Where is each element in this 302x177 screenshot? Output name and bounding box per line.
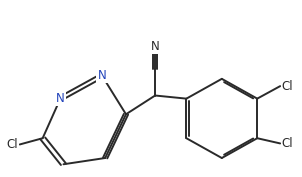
Text: N: N	[56, 92, 65, 105]
Text: N: N	[151, 40, 159, 53]
Text: N: N	[98, 69, 106, 82]
Text: Cl: Cl	[282, 137, 293, 150]
Text: Cl: Cl	[7, 138, 18, 151]
Text: Cl: Cl	[282, 80, 293, 93]
